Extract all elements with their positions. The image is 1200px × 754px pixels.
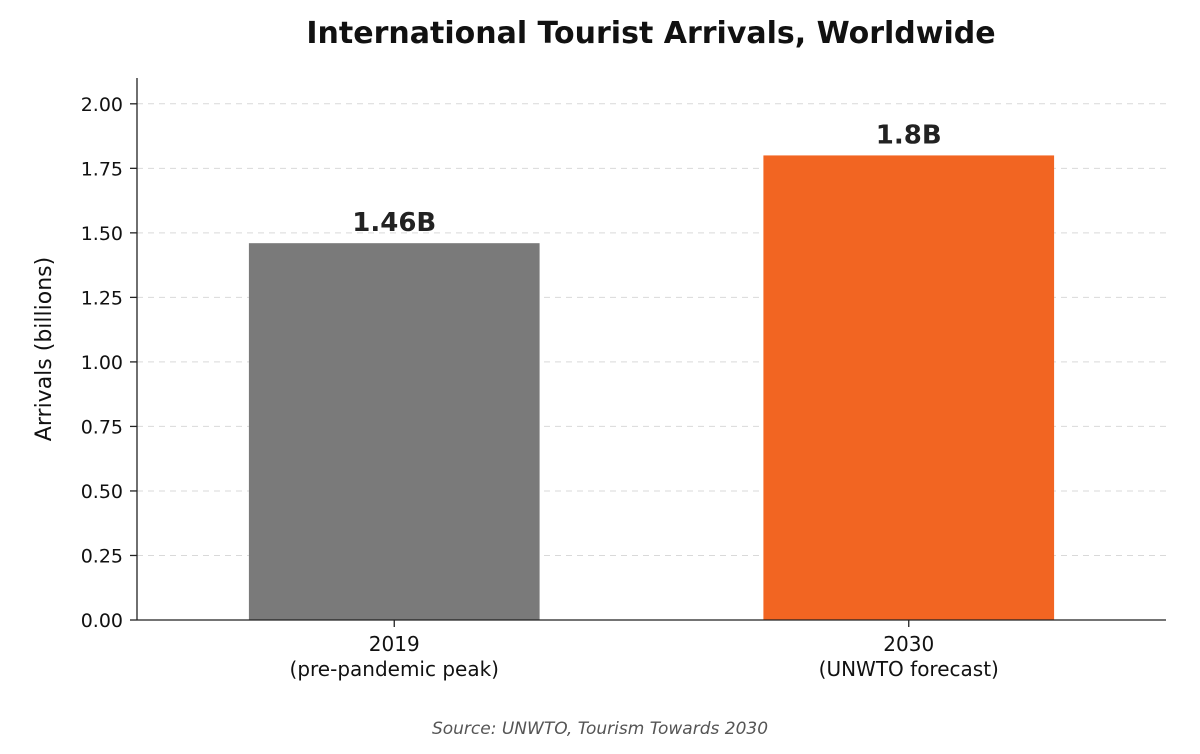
y-tick-label: 0.00 [81,610,123,632]
axes [130,78,1166,627]
y-tick-labels: 0.00 0.25 0.50 0.75 1.00 1.25 1.50 1.75 2.00 [81,94,123,632]
x-tick-label: (pre-pandemic peak) [290,657,499,681]
y-tick-label: 1.00 [81,352,123,374]
bar-value-label: 1.46B [352,208,436,238]
y-tick-label: 1.50 [81,223,123,245]
x-tick-labels: 2019(pre-pandemic peak) 2030(UNWTO foreca… [290,632,999,681]
y-tick-label: 0.25 [81,545,123,567]
y-tick-label: 1.75 [81,158,123,180]
chart-title: International Tourist Arrivals, Worldwid… [306,16,995,51]
y-tick-label: 1.25 [81,287,123,309]
x-tick-label: (UNWTO forecast) [819,657,999,681]
x-tick-label: 2019 [369,632,420,656]
bar-value-label: 1.8B [876,120,942,150]
bars [248,155,1055,620]
y-tick-label: 2.00 [81,94,123,116]
y-axis-label: Arrivals (billions) [32,257,57,441]
source-note: Source: UNWTO, Tourism Towards 2030 [432,719,768,739]
bar [763,155,1055,620]
bar [248,243,540,620]
y-tick-label: 0.75 [81,416,123,438]
bar-value-labels: 1.46B 1.8B [352,120,941,238]
y-tick-label: 0.50 [81,481,123,503]
x-tick-label: 2030 [883,632,934,656]
